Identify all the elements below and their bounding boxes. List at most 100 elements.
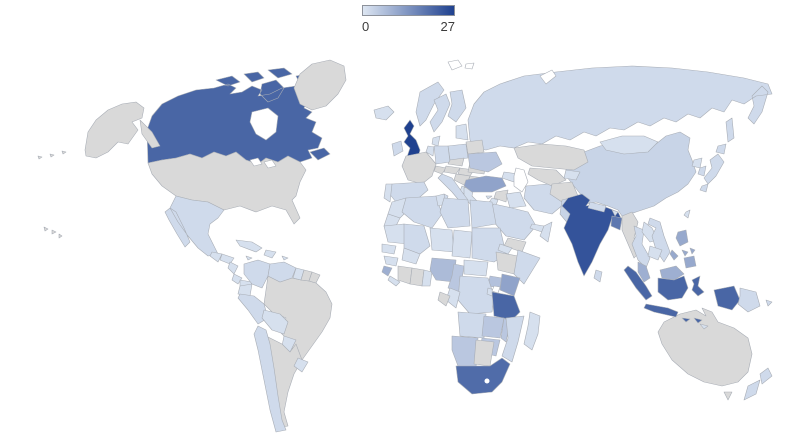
country-ukraine[interactable] [467, 151, 503, 173]
hudson-bay [249, 107, 279, 141]
country-costa-rica[interactable] [231, 273, 243, 285]
country-egypt[interactable] [469, 199, 497, 229]
country-ireland[interactable] [391, 140, 404, 157]
country-ghana[interactable] [409, 267, 425, 287]
country-chad[interactable] [451, 229, 473, 259]
country-united-states[interactable] [37, 101, 307, 239]
country-tanzania[interactable] [491, 291, 521, 321]
country-kazakhstan[interactable] [513, 143, 589, 171]
country-liberia[interactable] [387, 275, 401, 287]
country-venezuela[interactable] [267, 261, 297, 283]
country-new-zealand[interactable] [743, 367, 773, 401]
country-greenland[interactable] [293, 59, 347, 111]
country-mali[interactable] [403, 223, 431, 255]
country-somalia[interactable] [513, 249, 541, 285]
country-sweden[interactable] [429, 93, 451, 133]
country-niger[interactable] [429, 227, 455, 253]
country-central-african-republic[interactable] [463, 259, 489, 277]
country-netherlands[interactable] [425, 145, 435, 157]
country-botswana[interactable] [473, 339, 495, 367]
country-papua-new-guinea[interactable] [737, 287, 773, 313]
country-algeria[interactable] [401, 195, 443, 229]
country-finland[interactable] [447, 89, 467, 123]
country-cambodia[interactable] [647, 245, 663, 261]
country-mexico[interactable] [164, 195, 225, 257]
country-dominican-republic[interactable] [263, 249, 277, 259]
country-austria[interactable] [443, 165, 461, 175]
country-mozambique[interactable] [501, 315, 525, 363]
country-india[interactable] [561, 193, 623, 277]
country-zambia[interactable] [481, 315, 505, 339]
country-nepal[interactable] [587, 201, 607, 213]
country-malaysia[interactable] [637, 261, 685, 283]
country-norway[interactable] [415, 81, 445, 127]
country-iraq[interactable] [505, 191, 527, 209]
country-vietnam[interactable] [647, 217, 671, 263]
great-lakes [249, 157, 277, 169]
country-bolivia[interactable] [261, 309, 289, 335]
country-gabon[interactable] [437, 291, 451, 307]
country-chile[interactable] [253, 325, 287, 433]
legend-min-label: 0 [362, 19, 370, 34]
country-oman[interactable] [539, 221, 553, 243]
country-bangladesh[interactable] [610, 215, 623, 231]
country-south-africa[interactable] [455, 357, 511, 395]
country-japan[interactable] [699, 143, 727, 193]
country-germany[interactable] [433, 145, 451, 165]
country-madagascar[interactable] [523, 311, 541, 351]
country-nigeria[interactable] [429, 257, 457, 283]
country-libya[interactable] [439, 197, 471, 229]
country-guatemala[interactable] [209, 251, 223, 263]
country-philippines[interactable] [669, 229, 697, 269]
country-mongolia[interactable] [599, 135, 659, 155]
country-sierra-leone[interactable] [381, 265, 393, 277]
country-iceland[interactable] [373, 105, 395, 121]
country-angola[interactable] [457, 311, 487, 339]
lake-victoria [491, 285, 501, 294]
svalbard-islands [447, 59, 475, 71]
country-togo-benin[interactable] [421, 269, 433, 287]
country-puerto-rico[interactable] [281, 255, 289, 261]
country-nicaragua[interactable] [227, 261, 239, 275]
country-north-korea[interactable] [691, 157, 703, 169]
country-bhutan[interactable] [611, 209, 619, 217]
country-burkina-faso[interactable] [401, 247, 421, 265]
country-cuba[interactable] [235, 239, 263, 253]
country-peru[interactable] [237, 293, 269, 325]
country-baltic-states[interactable] [455, 123, 469, 141]
country-guinea[interactable] [383, 255, 399, 267]
country-portugal[interactable] [383, 183, 393, 203]
country-uruguay[interactable] [293, 357, 309, 373]
country-russia[interactable] [467, 65, 773, 151]
country-kenya[interactable] [499, 273, 521, 297]
countries [37, 59, 773, 433]
country-french-guiana[interactable] [308, 271, 321, 284]
legend-gradient-bar [362, 5, 455, 16]
country-taiwan[interactable] [683, 209, 691, 219]
country-timor-leste[interactable] [699, 323, 709, 330]
country-kyrgyzstan-tajikistan[interactable] [563, 169, 581, 181]
country-senegal[interactable] [381, 243, 397, 255]
country-syria[interactable] [493, 189, 509, 203]
country-denmark[interactable] [431, 135, 441, 147]
country-honduras[interactable] [219, 253, 235, 265]
country-canada[interactable] [146, 67, 331, 165]
country-france[interactable] [401, 151, 437, 185]
country-dr-congo[interactable] [457, 275, 495, 315]
country-cyprus[interactable] [485, 195, 493, 200]
country-belarus[interactable] [465, 139, 485, 155]
country-czechia[interactable] [447, 157, 465, 167]
country-australia[interactable] [657, 307, 753, 401]
country-south-korea[interactable] [697, 165, 707, 177]
country-indonesia[interactable] [623, 265, 741, 324]
country-jamaica[interactable] [245, 255, 253, 261]
country-ivory-coast[interactable] [397, 265, 413, 285]
caspian-sea [513, 167, 529, 193]
country-sri-lanka[interactable] [593, 269, 603, 283]
country-turkey[interactable] [463, 175, 507, 193]
legend-max-label: 27 [440, 19, 455, 34]
country-poland[interactable] [447, 143, 469, 161]
country-colombia[interactable] [243, 259, 271, 289]
country-switzerland[interactable] [433, 165, 447, 175]
